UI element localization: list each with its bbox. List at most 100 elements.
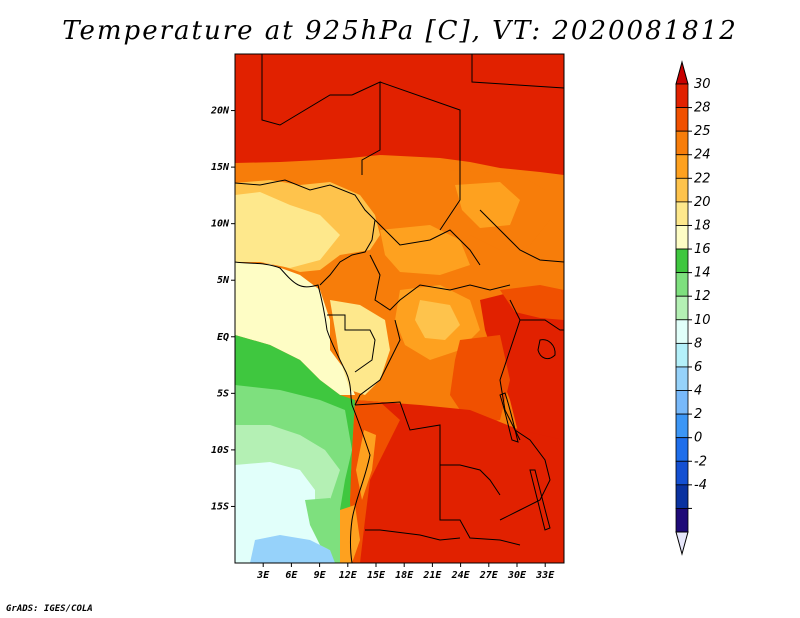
lat-tick-label: 15N bbox=[211, 162, 230, 173]
colorbar-label: -4 bbox=[694, 478, 707, 493]
lon-tick-label: 33E bbox=[535, 570, 555, 581]
grads-credit: GrADS: IGES/COLA bbox=[6, 604, 93, 614]
lake-victoria bbox=[537, 339, 556, 360]
border-uganda bbox=[520, 319, 564, 331]
field-ocean-10 bbox=[235, 462, 320, 563]
colorbar-label: 28 bbox=[694, 101, 711, 116]
field-south-30 bbox=[350, 400, 564, 563]
colorbar-top-arrow bbox=[675, 60, 689, 85]
field-namibia-coast-14 bbox=[305, 498, 345, 555]
colorbar-label: 22 bbox=[694, 171, 711, 186]
colorbar-swatch bbox=[675, 413, 689, 439]
country-borders bbox=[235, 54, 564, 563]
field-sudan-24 bbox=[455, 182, 520, 228]
colorbar-label: 18 bbox=[694, 218, 711, 233]
colorbar-swatch bbox=[675, 390, 689, 415]
border-algeria-niger bbox=[351, 81, 381, 175]
field-east-30 bbox=[480, 290, 564, 450]
colorbar-swatch bbox=[675, 319, 689, 344]
border-egypt bbox=[471, 54, 564, 89]
border-mauritania-mali bbox=[261, 54, 352, 126]
border-niger-nigeria bbox=[235, 179, 376, 221]
temperature-field bbox=[235, 54, 564, 563]
border-tanzania-zambia bbox=[499, 429, 551, 521]
colorbar-swatch bbox=[675, 201, 689, 226]
lat-tick-label: 10N bbox=[211, 219, 230, 230]
colorbar-swatch bbox=[675, 248, 689, 274]
coastline bbox=[235, 261, 371, 563]
colorbar-swatch bbox=[675, 437, 689, 462]
field-north-30 bbox=[235, 54, 564, 175]
lon-tick-label: 12E bbox=[339, 570, 358, 581]
colorbar-swatch bbox=[675, 460, 689, 486]
lake-malawi bbox=[529, 469, 551, 531]
colorbar-label: 4 bbox=[694, 384, 702, 399]
lat-tick-label: 20N bbox=[210, 106, 230, 117]
lat-tick-label: 5N bbox=[217, 275, 230, 286]
chart-title: Temperature at 925hPa [C], VT: 202008181… bbox=[62, 16, 738, 46]
colorbar-label: 8 bbox=[694, 336, 702, 351]
lon-tick-label: 27E bbox=[479, 570, 499, 581]
border-car-drc bbox=[369, 254, 511, 311]
lon-tick-label: 9E bbox=[314, 570, 327, 581]
colorbar-label: 20 bbox=[694, 195, 711, 210]
border-chad-sudan bbox=[439, 160, 461, 231]
lat-tick-label: 5S bbox=[217, 388, 229, 399]
field-congo-22 bbox=[415, 300, 460, 340]
colorbar-label: 25 bbox=[694, 124, 711, 139]
field-car-24 bbox=[380, 225, 470, 275]
colorbar-label: 12 bbox=[694, 289, 711, 304]
border-congo-drc bbox=[354, 319, 401, 406]
lon-tick-label: 3E bbox=[256, 570, 270, 581]
colorbar-label: 2 bbox=[694, 407, 702, 422]
colorbar-swatch bbox=[675, 225, 689, 250]
colorbar-label: 24 bbox=[694, 148, 711, 163]
field-nigeria-20 bbox=[235, 192, 340, 268]
lon-tick-label: 6E bbox=[285, 570, 298, 581]
colorbar-label: -2 bbox=[694, 454, 707, 469]
lon-tick-label: 24E bbox=[451, 570, 471, 581]
colorbar-bottom-arrow bbox=[675, 531, 689, 556]
colorbar-swatch bbox=[675, 342, 689, 368]
axis-ticks: 20N 15N 10N 5N EQ 5S 10S 15S 3E 6E 9E 12E 15E 18E 21E 2… bbox=[210, 106, 555, 581]
lon-tick-label: 18E bbox=[395, 570, 414, 581]
lat-tick-label: 15S bbox=[211, 501, 229, 512]
lon-tick-label: 15E bbox=[367, 570, 386, 581]
lon-tick-label: 30E bbox=[507, 570, 527, 581]
lat-tick-label: 10S bbox=[211, 445, 229, 456]
colorbar-label: 14 bbox=[694, 266, 711, 281]
field-angola-coast-24 bbox=[356, 430, 376, 500]
colorbar-swatch bbox=[675, 83, 689, 108]
lake-tanganyika bbox=[499, 392, 519, 443]
colorbar-label: 30 bbox=[694, 77, 711, 92]
colorbar-label: 10 bbox=[694, 313, 711, 328]
colorbar-swatch bbox=[675, 154, 689, 179]
colorbar-swatch bbox=[675, 130, 689, 156]
colorbar-swatch bbox=[675, 508, 689, 533]
map-frame bbox=[234, 53, 565, 564]
border-angola-zambia bbox=[439, 465, 521, 546]
colorbar-swatch bbox=[675, 484, 689, 509]
lat-tick-label: EQ bbox=[217, 332, 229, 343]
colorbar-swatch bbox=[675, 177, 689, 203]
colorbar-label: 0 bbox=[694, 431, 702, 446]
border-south-sudan bbox=[479, 209, 564, 263]
colorbar-swatch bbox=[675, 272, 689, 297]
lon-tick-label: 21E bbox=[422, 570, 442, 581]
colorbar-swatch bbox=[675, 366, 689, 391]
field-drc-east-28 bbox=[450, 335, 510, 425]
border-libya-chad bbox=[379, 81, 461, 160]
field-gulf-18 bbox=[235, 262, 355, 395]
colorbar-swatch bbox=[675, 295, 689, 321]
colorbar-label: 16 bbox=[694, 242, 711, 257]
colorbar-swatch bbox=[675, 107, 689, 132]
border-gabon-congo bbox=[327, 314, 376, 373]
field-ocean-8 bbox=[250, 535, 335, 563]
border-chad-car bbox=[374, 219, 481, 266]
field-namibia-24 bbox=[340, 505, 360, 563]
colorbar-label: 6 bbox=[694, 360, 702, 375]
border-nigeria-cameroon bbox=[319, 219, 376, 286]
border-angola-namibia bbox=[365, 529, 461, 541]
